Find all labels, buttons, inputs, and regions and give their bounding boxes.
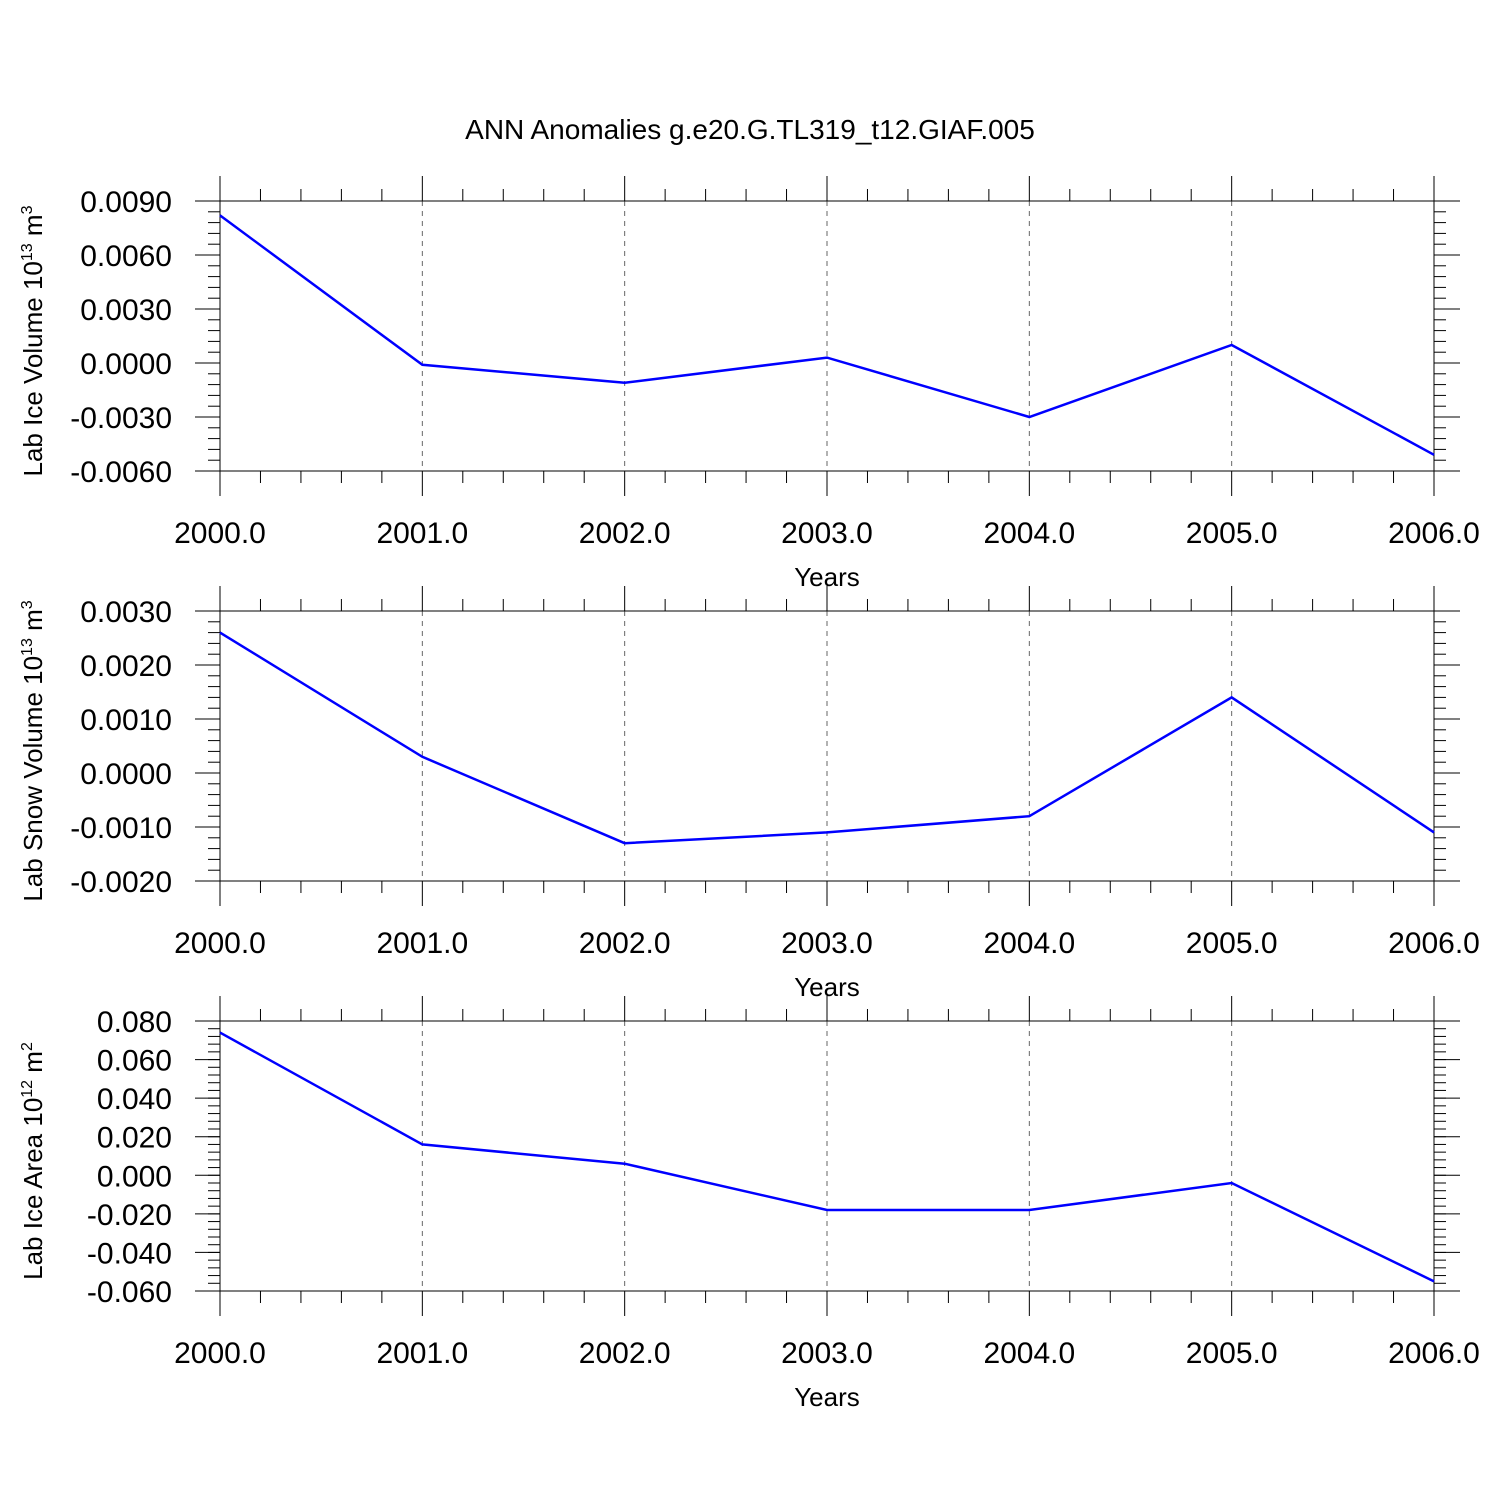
y-tick-label: 0.040	[97, 1083, 172, 1116]
chart-panel-2: 2000.0 2001.0 2002.0 2003.0 2004.0 2005.0 2006…	[18, 586, 1480, 1002]
x-tick-label: 2005.0	[1186, 927, 1278, 960]
y-tick-label: -0.0030	[70, 402, 172, 435]
y-tick-label: 0.0010	[80, 704, 172, 737]
x-axis-label: Years	[794, 1382, 860, 1412]
y-tick-label: 0.0030	[80, 294, 172, 327]
x-tick-label: 2001.0	[376, 517, 468, 550]
y-tick-label: 0.0090	[80, 186, 172, 219]
x-tick-label: 2006.0	[1388, 1337, 1480, 1370]
y-tick-label: 0.000	[97, 1160, 172, 1193]
figure-title: ANN Anomalies g.e20.G.TL319_t12.GIAF.005	[465, 114, 1035, 145]
y-tick-label: -0.0060	[70, 456, 172, 489]
x-tick-label: 2004.0	[983, 927, 1075, 960]
y-tick-label: 0.0020	[80, 650, 172, 683]
x-tick-label: 2002.0	[579, 1337, 671, 1370]
x-tick-label: 2000.0	[174, 927, 266, 960]
y-tick-label: 0.080	[97, 1006, 172, 1039]
y-axis-label: Lab Ice Area 1012 m2	[18, 1042, 48, 1280]
x-tick-label: 2002.0	[579, 927, 671, 960]
x-tick-label: 2003.0	[781, 927, 873, 960]
y-tick-label: 0.0000	[80, 348, 172, 381]
x-tick-label: 2000.0	[174, 1337, 266, 1370]
x-tick-label: 2001.0	[376, 927, 468, 960]
y-axis-label: Lab Snow Volume 1013 m3	[18, 600, 48, 901]
y-tick-label: -0.0010	[70, 812, 172, 845]
x-tick-label: 2004.0	[983, 1337, 1075, 1370]
y-tick-label: 0.020	[97, 1122, 172, 1155]
y-tick-label: 0.0000	[80, 758, 172, 791]
y-tick-label: -0.060	[87, 1276, 172, 1309]
y-tick-label: 0.060	[97, 1045, 172, 1078]
y-tick-label: -0.040	[87, 1237, 172, 1270]
y-tick-label: 0.0030	[80, 596, 172, 629]
x-tick-label: 2004.0	[983, 517, 1075, 550]
chart-panel-1: 2000.0 2001.0 2002.0 2003.0 2004.0 2005.0 2006…	[18, 176, 1480, 592]
x-tick-label: 2003.0	[781, 1337, 873, 1370]
y-tick-label: -0.020	[87, 1199, 172, 1232]
chart-panel-3: 2000.0 2001.0 2002.0 2003.0 2004.0 2005.0 2006…	[18, 996, 1480, 1412]
x-tick-label: 2006.0	[1388, 927, 1480, 960]
x-tick-label: 2001.0	[376, 1337, 468, 1370]
x-tick-label: 2006.0	[1388, 517, 1480, 550]
x-tick-label: 2003.0	[781, 517, 873, 550]
x-tick-label: 2002.0	[579, 517, 671, 550]
x-tick-label: 2000.0	[174, 517, 266, 550]
y-axis-label: Lab Ice Volume 1013 m3	[18, 205, 48, 476]
y-tick-label: -0.0020	[70, 866, 172, 899]
y-tick-label: 0.0060	[80, 240, 172, 273]
x-tick-label: 2005.0	[1186, 1337, 1278, 1370]
x-tick-label: 2005.0	[1186, 517, 1278, 550]
